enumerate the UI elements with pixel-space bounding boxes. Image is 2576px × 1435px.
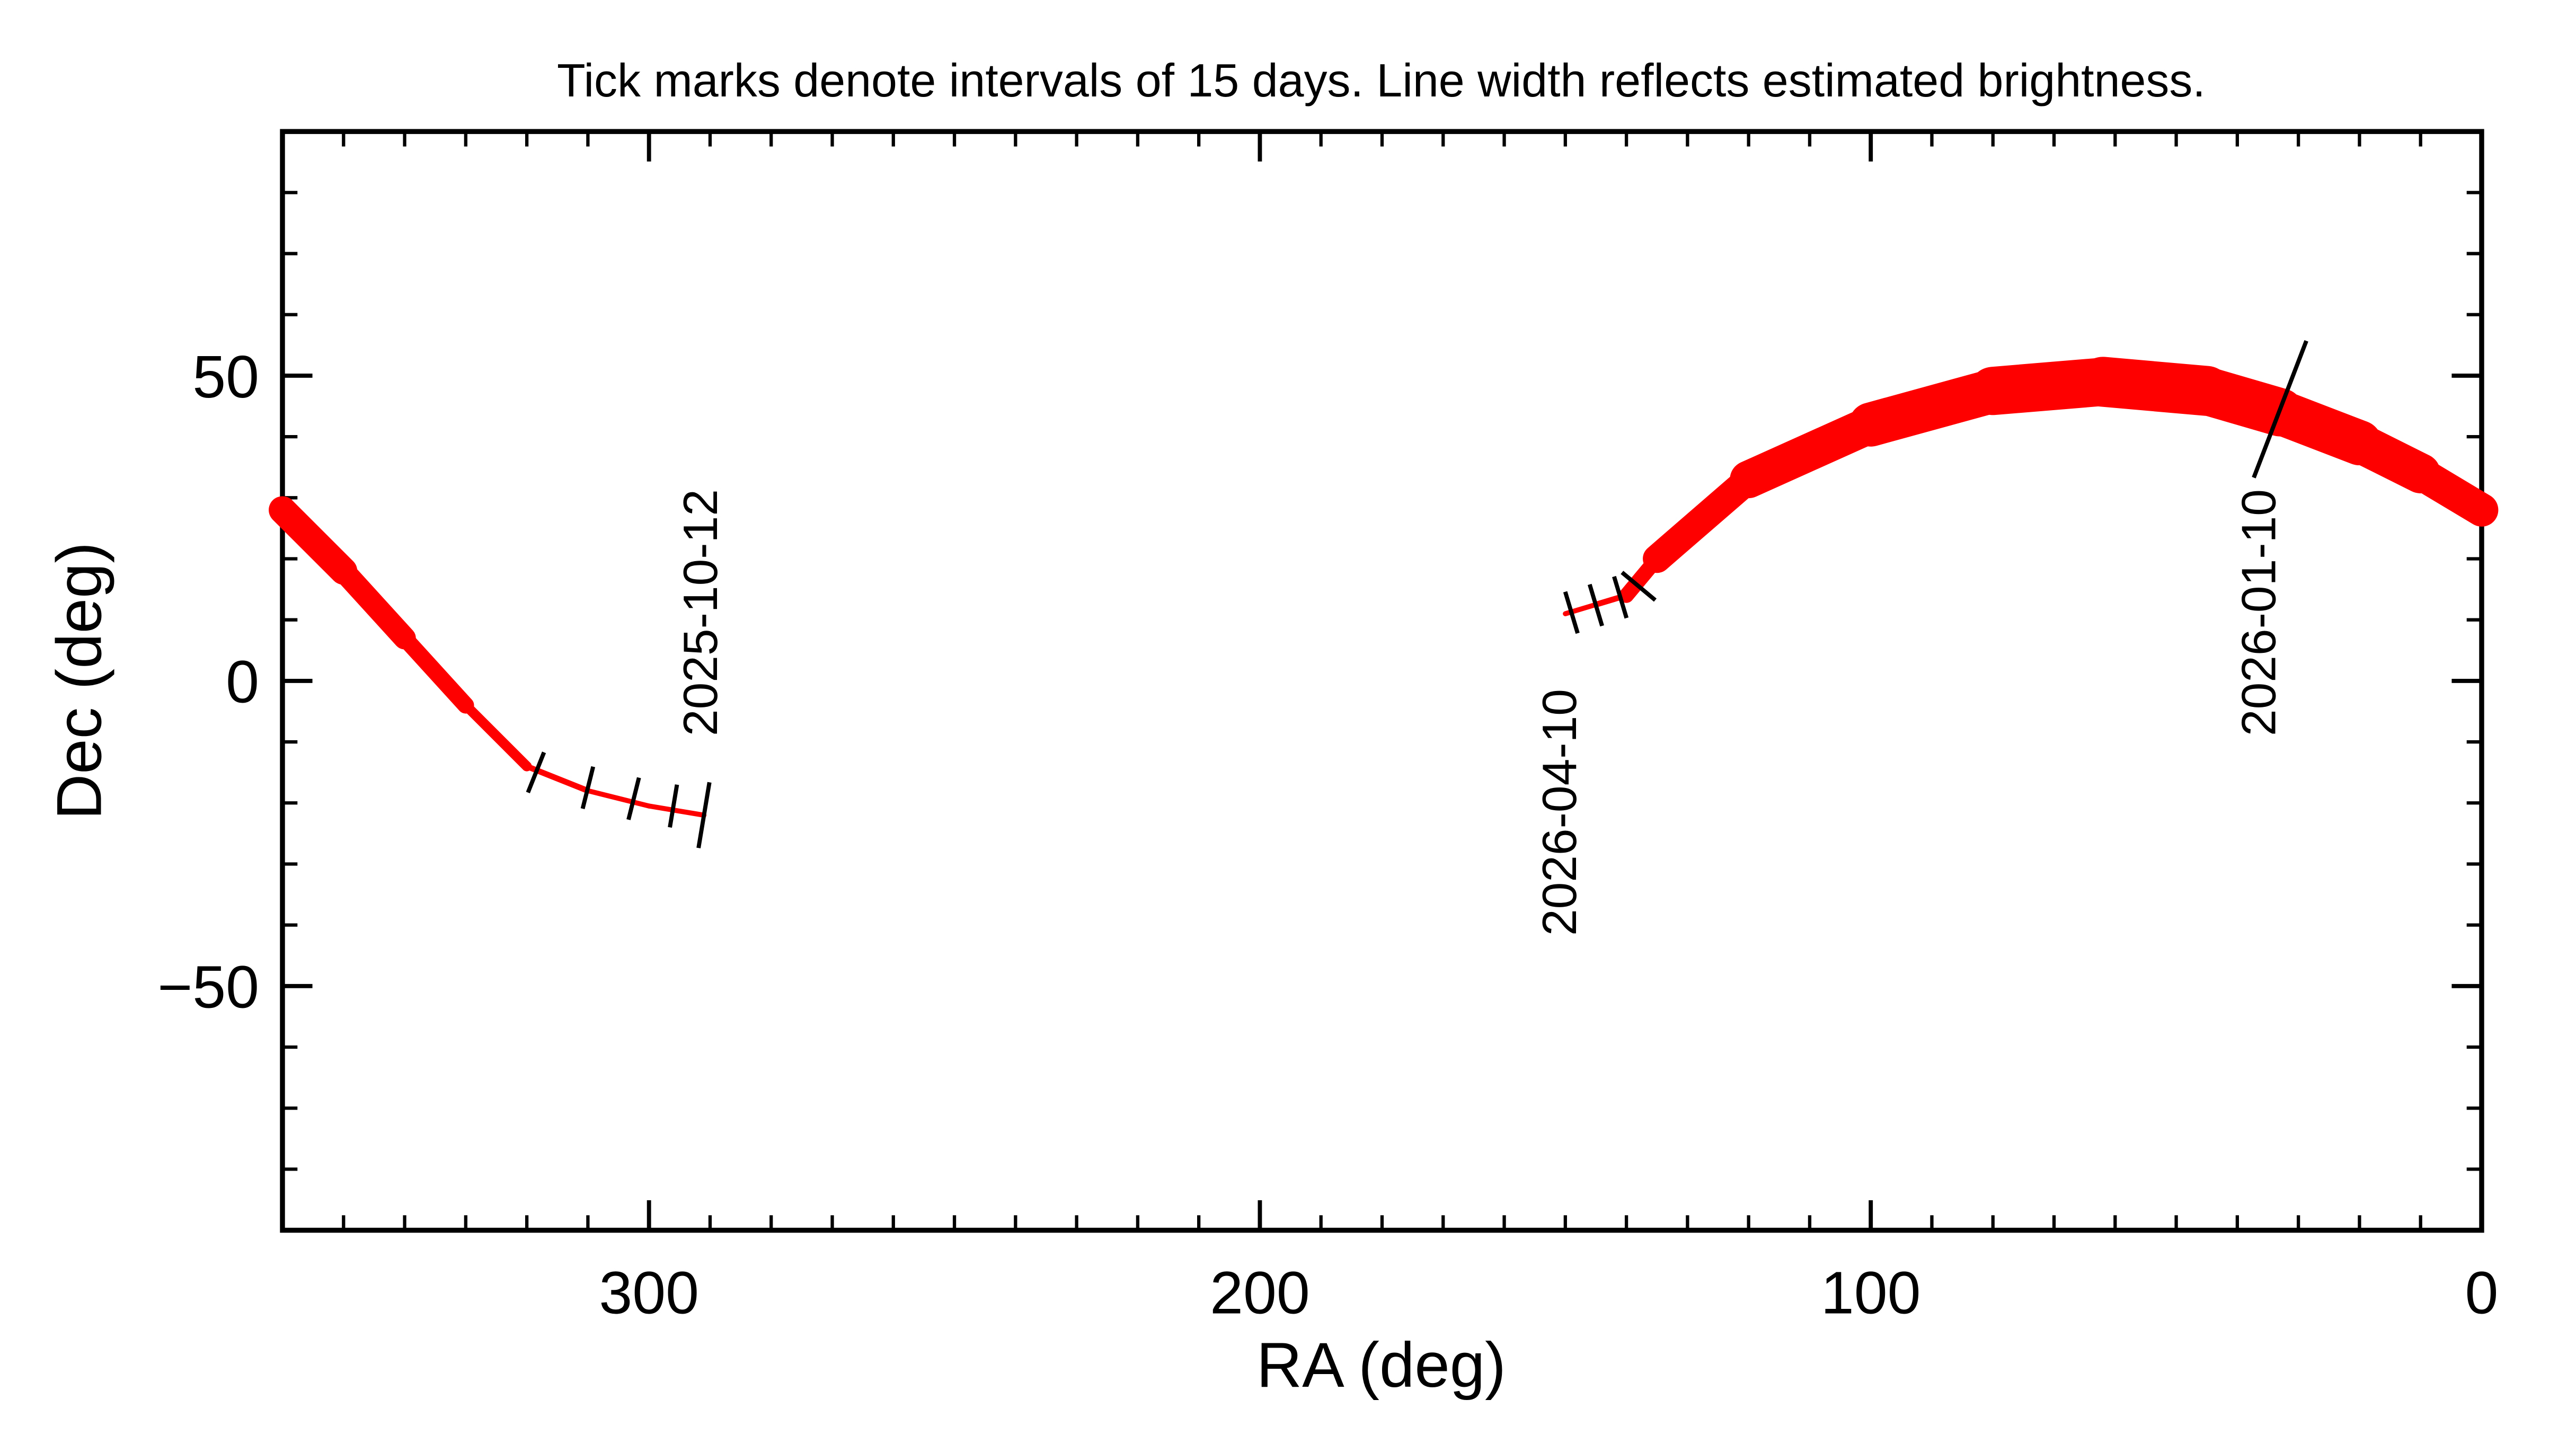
x-tick-label: 200 — [1210, 1260, 1310, 1326]
plot-frame — [280, 129, 2484, 1233]
track-segment — [646, 803, 707, 818]
time-tick — [526, 751, 546, 794]
track-segment — [461, 700, 532, 772]
time-tick — [1621, 571, 1657, 602]
track-segment — [1848, 369, 2015, 447]
date-label: 2026-01-10 — [2232, 489, 2286, 736]
time-tick — [668, 784, 679, 828]
chart-title: Tick marks denote intervals of 15 days. … — [557, 54, 2206, 107]
track-segment — [396, 630, 474, 714]
time-tick — [1612, 575, 1629, 619]
y-tick-label: −50 — [157, 954, 259, 1021]
track-segment — [269, 496, 358, 585]
time-tick — [626, 777, 641, 820]
track-segment — [1730, 405, 1890, 499]
y-tick-label: 50 — [192, 343, 259, 410]
time-tick — [1563, 591, 1580, 634]
time-tick — [2252, 340, 2308, 479]
track-segment — [585, 788, 652, 809]
y-tick-label: 0 — [226, 649, 259, 715]
x-axis-title: RA (deg) — [1256, 1330, 1506, 1401]
track-segment — [332, 560, 416, 650]
date-label: 2026-04-10 — [1533, 689, 1587, 936]
date-label: 2025-10-12 — [674, 489, 728, 736]
time-tick — [580, 766, 596, 810]
time-tick — [696, 782, 712, 848]
x-tick-label: 0 — [2465, 1260, 2499, 1326]
y-axis-title: Dec (deg) — [45, 542, 115, 820]
track-segment — [1643, 465, 1763, 573]
track-segment — [1618, 551, 1665, 603]
x-tick-label: 100 — [1821, 1260, 1921, 1326]
x-tick-label: 300 — [599, 1260, 699, 1326]
time-tick — [1587, 583, 1604, 627]
